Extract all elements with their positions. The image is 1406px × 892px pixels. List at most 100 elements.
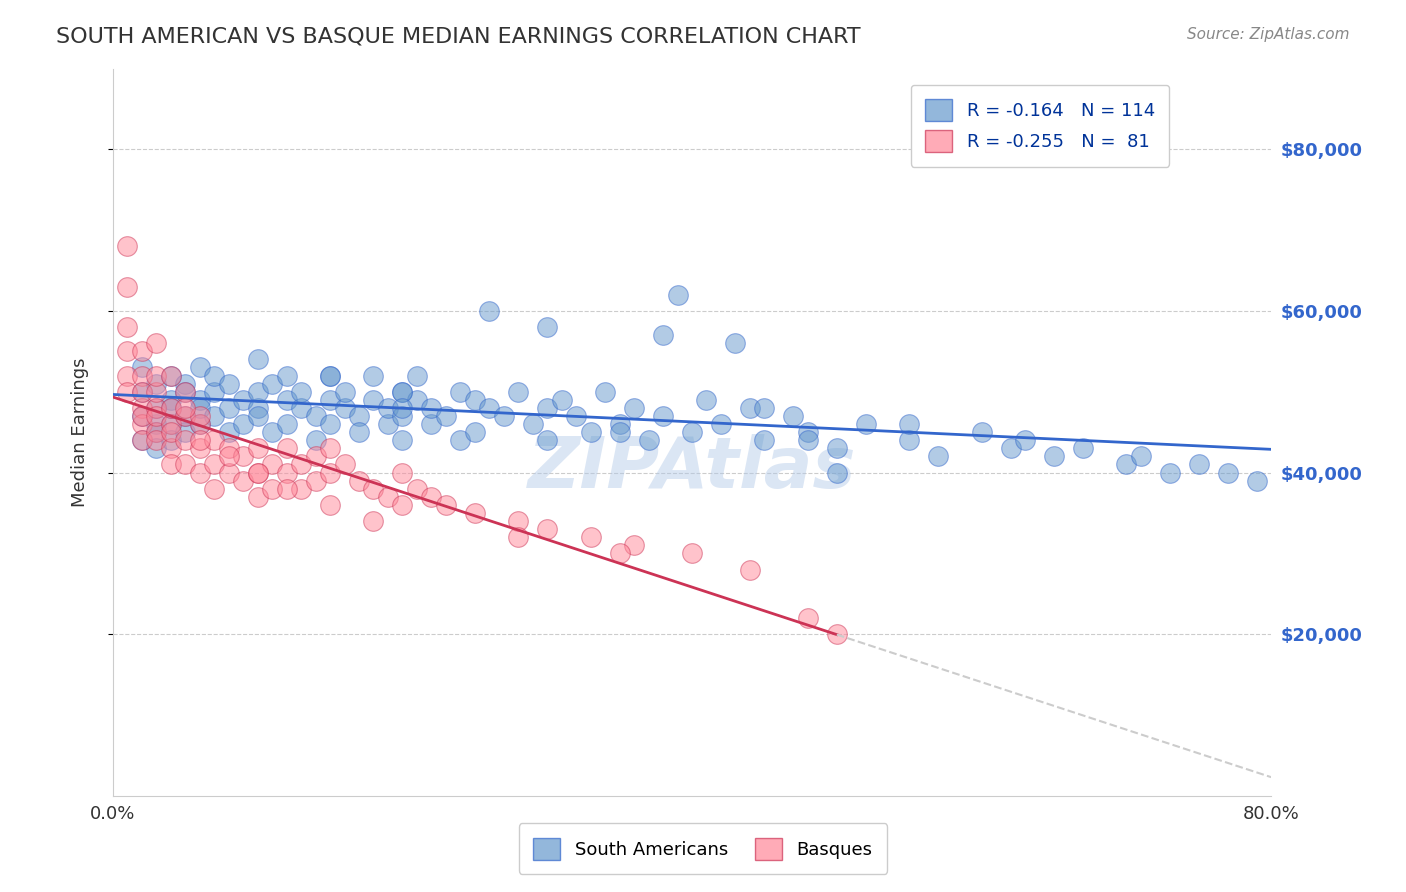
Point bbox=[1043, 450, 1066, 464]
Point bbox=[174, 409, 197, 423]
Point bbox=[391, 498, 413, 512]
Point bbox=[262, 458, 284, 472]
Point bbox=[593, 384, 616, 399]
Point bbox=[262, 482, 284, 496]
Point bbox=[855, 417, 877, 431]
Point bbox=[202, 409, 225, 423]
Point bbox=[117, 279, 139, 293]
Point bbox=[304, 450, 326, 464]
Point bbox=[681, 546, 703, 560]
Point bbox=[420, 417, 443, 431]
Point bbox=[145, 336, 167, 351]
Point bbox=[377, 417, 399, 431]
Point bbox=[188, 434, 211, 448]
Point bbox=[391, 384, 413, 399]
Point bbox=[246, 466, 269, 480]
Point bbox=[347, 474, 370, 488]
Point bbox=[522, 417, 544, 431]
Point bbox=[738, 562, 761, 576]
Point bbox=[304, 434, 326, 448]
Point bbox=[738, 401, 761, 415]
Point bbox=[188, 360, 211, 375]
Point bbox=[159, 417, 181, 431]
Point bbox=[464, 506, 486, 520]
Point bbox=[333, 458, 356, 472]
Point bbox=[797, 611, 820, 625]
Point bbox=[1000, 442, 1022, 456]
Point bbox=[579, 530, 602, 544]
Point bbox=[145, 368, 167, 383]
Point bbox=[449, 434, 471, 448]
Point bbox=[159, 401, 181, 415]
Point bbox=[290, 401, 312, 415]
Point bbox=[246, 401, 269, 415]
Point bbox=[232, 474, 254, 488]
Point bbox=[797, 425, 820, 439]
Point bbox=[898, 434, 921, 448]
Point bbox=[145, 434, 167, 448]
Point bbox=[695, 392, 717, 407]
Point bbox=[131, 368, 153, 383]
Point bbox=[232, 392, 254, 407]
Legend: South Americans, Basques: South Americans, Basques bbox=[519, 823, 887, 874]
Point bbox=[898, 417, 921, 431]
Point bbox=[232, 417, 254, 431]
Point bbox=[290, 482, 312, 496]
Point bbox=[391, 466, 413, 480]
Point bbox=[681, 425, 703, 439]
Point bbox=[174, 409, 197, 423]
Point bbox=[319, 392, 342, 407]
Point bbox=[159, 368, 181, 383]
Point bbox=[565, 409, 588, 423]
Point bbox=[246, 409, 269, 423]
Point bbox=[363, 392, 385, 407]
Point bbox=[363, 368, 385, 383]
Legend: R = -0.164   N = 114, R = -0.255   N =  81: R = -0.164 N = 114, R = -0.255 N = 81 bbox=[911, 85, 1170, 167]
Point bbox=[131, 409, 153, 423]
Point bbox=[391, 384, 413, 399]
Point bbox=[174, 425, 197, 439]
Point bbox=[131, 434, 153, 448]
Point bbox=[131, 434, 153, 448]
Point bbox=[174, 458, 197, 472]
Point bbox=[145, 425, 167, 439]
Point bbox=[536, 434, 558, 448]
Point bbox=[131, 344, 153, 359]
Point bbox=[319, 498, 342, 512]
Point bbox=[218, 376, 240, 391]
Point bbox=[188, 466, 211, 480]
Point bbox=[174, 434, 197, 448]
Point bbox=[131, 409, 153, 423]
Point bbox=[131, 360, 153, 375]
Point bbox=[508, 384, 530, 399]
Point bbox=[145, 401, 167, 415]
Point bbox=[159, 458, 181, 472]
Point bbox=[579, 425, 602, 439]
Point bbox=[970, 425, 993, 439]
Point bbox=[609, 417, 631, 431]
Point bbox=[406, 482, 429, 496]
Point bbox=[262, 425, 284, 439]
Point bbox=[159, 401, 181, 415]
Point bbox=[724, 336, 747, 351]
Point bbox=[145, 409, 167, 423]
Point bbox=[434, 498, 457, 512]
Point bbox=[276, 442, 298, 456]
Point bbox=[319, 368, 342, 383]
Point bbox=[508, 514, 530, 528]
Point bbox=[754, 434, 776, 448]
Point bbox=[536, 320, 558, 334]
Point bbox=[420, 490, 443, 504]
Point bbox=[246, 352, 269, 367]
Point bbox=[117, 239, 139, 253]
Point bbox=[478, 401, 501, 415]
Point bbox=[145, 376, 167, 391]
Point bbox=[188, 401, 211, 415]
Point bbox=[188, 417, 211, 431]
Point bbox=[131, 384, 153, 399]
Point bbox=[347, 409, 370, 423]
Point bbox=[1014, 434, 1036, 448]
Point bbox=[188, 442, 211, 456]
Point bbox=[363, 514, 385, 528]
Point bbox=[117, 344, 139, 359]
